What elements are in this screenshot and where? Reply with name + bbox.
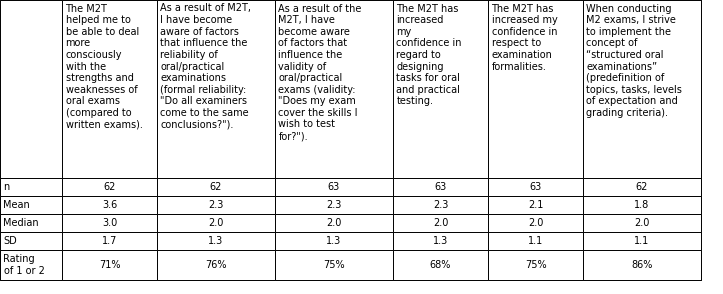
Bar <box>488 250 583 280</box>
Bar <box>488 232 583 250</box>
Text: 2.0: 2.0 <box>326 218 342 228</box>
Text: 3.0: 3.0 <box>102 218 117 228</box>
Text: 62: 62 <box>103 182 116 192</box>
Bar <box>488 214 583 232</box>
Text: 1.3: 1.3 <box>326 236 342 246</box>
Text: 71%: 71% <box>99 260 120 270</box>
Bar <box>157 0 275 178</box>
Bar <box>488 178 583 196</box>
Bar <box>275 214 393 232</box>
Text: The M2T
helped me to
be able to deal
more
consciously
with the
strengths and
wea: The M2T helped me to be able to deal mor… <box>66 4 142 129</box>
Bar <box>583 232 701 250</box>
Bar <box>0 232 62 250</box>
Text: 63: 63 <box>328 182 340 192</box>
Bar <box>0 250 62 280</box>
Text: As a result of M2T,
I have become
aware of factors
that influence the
reliabilit: As a result of M2T, I have become aware … <box>161 4 252 129</box>
Text: 63: 63 <box>435 182 447 192</box>
Text: 2.1: 2.1 <box>528 200 543 210</box>
Text: The M2T has
increased my
confidence in
respect to
examination
formalities.: The M2T has increased my confidence in r… <box>492 4 557 71</box>
Text: The M2T has
increased
my
confidence in
regard to
designing
tasks for oral
and pr: The M2T has increased my confidence in r… <box>396 4 462 106</box>
Text: 1.3: 1.3 <box>208 236 223 246</box>
Bar <box>488 196 583 214</box>
Text: 1.8: 1.8 <box>634 200 650 210</box>
Bar <box>62 214 157 232</box>
Bar <box>275 178 393 196</box>
Bar <box>0 214 62 232</box>
Text: 2.0: 2.0 <box>634 218 650 228</box>
Text: Rating
of 1 or 2: Rating of 1 or 2 <box>4 254 44 276</box>
Bar <box>393 196 488 214</box>
Bar <box>393 178 488 196</box>
Bar <box>0 0 62 178</box>
Bar <box>393 0 488 178</box>
Text: 86%: 86% <box>631 260 653 270</box>
Bar <box>157 178 275 196</box>
Text: 1.1: 1.1 <box>528 236 543 246</box>
Text: 2.3: 2.3 <box>433 200 448 210</box>
Bar <box>157 214 275 232</box>
Bar <box>0 196 62 214</box>
Text: As a result of the
M2T, I have
become aware
of factors that
influence the
validi: As a result of the M2T, I have become aw… <box>278 4 362 141</box>
Bar <box>393 214 488 232</box>
Text: Median: Median <box>4 218 39 228</box>
Text: 62: 62 <box>636 182 649 192</box>
Bar <box>275 0 393 178</box>
Bar <box>275 250 393 280</box>
Text: 2.3: 2.3 <box>326 200 342 210</box>
Text: 1.1: 1.1 <box>634 236 650 246</box>
Text: Mean: Mean <box>4 200 30 210</box>
Text: 2.0: 2.0 <box>208 218 223 228</box>
Bar <box>393 232 488 250</box>
Bar <box>157 250 275 280</box>
Text: 2.3: 2.3 <box>208 200 223 210</box>
Bar <box>62 0 157 178</box>
Text: 1.3: 1.3 <box>433 236 448 246</box>
Bar <box>62 178 157 196</box>
Bar <box>583 0 701 178</box>
Bar <box>583 250 701 280</box>
Text: 3.6: 3.6 <box>102 200 117 210</box>
Bar <box>583 178 701 196</box>
Text: 76%: 76% <box>205 260 227 270</box>
Text: SD: SD <box>4 236 17 246</box>
Bar <box>488 0 583 178</box>
Text: 62: 62 <box>210 182 222 192</box>
Bar <box>62 196 157 214</box>
Text: 1.7: 1.7 <box>102 236 117 246</box>
Bar <box>393 250 488 280</box>
Bar <box>157 232 275 250</box>
Bar <box>583 196 701 214</box>
Bar <box>0 178 62 196</box>
Bar <box>62 232 157 250</box>
Bar <box>583 214 701 232</box>
Text: When conducting
M2 exams, I strive
to implement the
concept of
“structured oral
: When conducting M2 exams, I strive to im… <box>586 4 683 118</box>
Text: 2.0: 2.0 <box>433 218 448 228</box>
Text: 2.0: 2.0 <box>528 218 543 228</box>
Text: 75%: 75% <box>525 260 547 270</box>
Bar <box>275 196 393 214</box>
Text: 63: 63 <box>529 182 542 192</box>
Text: 75%: 75% <box>323 260 345 270</box>
Bar <box>275 232 393 250</box>
Bar <box>157 196 275 214</box>
Text: n: n <box>4 182 9 192</box>
Bar <box>62 250 157 280</box>
Text: 68%: 68% <box>429 260 451 270</box>
